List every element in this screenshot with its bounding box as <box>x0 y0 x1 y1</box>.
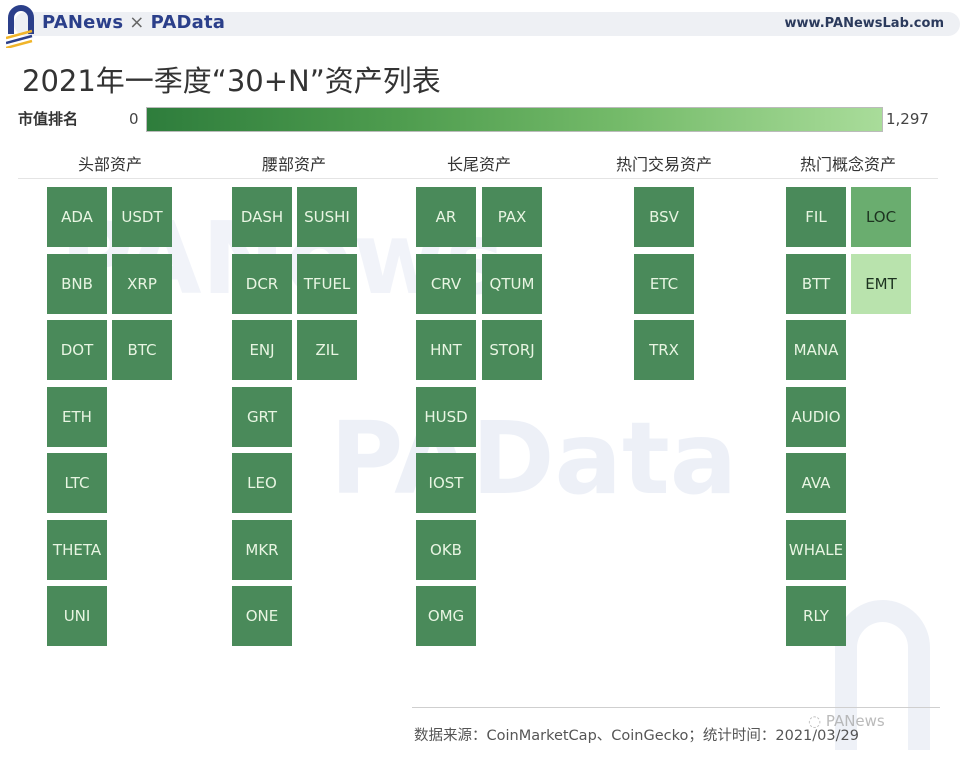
asset-tile-dot[interactable]: DOT <box>47 320 107 380</box>
asset-tile-grt[interactable]: GRT <box>232 387 292 447</box>
asset-tile-trx[interactable]: TRX <box>634 320 694 380</box>
asset-tile-ltc[interactable]: LTC <box>47 453 107 513</box>
wechat-tag-label: PANews <box>825 712 885 730</box>
asset-tile-okb[interactable]: OKB <box>416 520 476 580</box>
wechat-icon: ◌ <box>808 712 826 730</box>
asset-tile-iost[interactable]: IOST <box>416 453 476 513</box>
asset-tile-one[interactable]: ONE <box>232 586 292 646</box>
asset-tile-ava[interactable]: AVA <box>786 453 846 513</box>
asset-tile-hnt[interactable]: HNT <box>416 320 476 380</box>
asset-tile-bnb[interactable]: BNB <box>47 254 107 314</box>
asset-tile-enj[interactable]: ENJ <box>232 320 292 380</box>
asset-tile-audio[interactable]: AUDIO <box>786 387 846 447</box>
asset-tile-whale[interactable]: WHALE <box>786 520 846 580</box>
asset-tile-storj[interactable]: STORJ <box>482 320 542 380</box>
asset-tile-omg[interactable]: OMG <box>416 586 476 646</box>
asset-tile-theta[interactable]: THETA <box>47 520 107 580</box>
asset-tile-btt[interactable]: BTT <box>786 254 846 314</box>
brand-panews: PANews <box>42 12 124 33</box>
data-source: 数据来源：CoinMarketCap、CoinGecko；统计时间：2021/0… <box>414 728 859 744</box>
asset-tile-loc[interactable]: LOC <box>851 187 911 247</box>
asset-tile-fil[interactable]: FIL <box>786 187 846 247</box>
legend-gradient-bar <box>146 107 883 132</box>
brand-separator: × <box>129 12 145 33</box>
asset-tile-leo[interactable]: LEO <box>232 453 292 513</box>
asset-tile-bsv[interactable]: BSV <box>634 187 694 247</box>
category-longtail-assets: 长尾资产 <box>446 155 511 174</box>
asset-tile-crv[interactable]: CRV <box>416 254 476 314</box>
logo-icon <box>5 4 36 50</box>
asset-tile-mana[interactable]: MANA <box>786 320 846 380</box>
asset-tile-qtum[interactable]: QTUM <box>482 254 542 314</box>
brand-title: PANews × PAData <box>42 12 225 33</box>
category-hot-trading-assets: 热门交易资产 <box>615 155 712 174</box>
asset-tile-ar[interactable]: AR <box>416 187 476 247</box>
asset-tile-sushi[interactable]: SUSHI <box>297 187 357 247</box>
asset-tile-emt[interactable]: EMT <box>851 254 911 314</box>
header-bar <box>14 12 960 36</box>
footer-divider <box>412 707 940 708</box>
asset-tile-xrp[interactable]: XRP <box>112 254 172 314</box>
asset-tile-btc[interactable]: BTC <box>112 320 172 380</box>
asset-tile-pax[interactable]: PAX <box>482 187 542 247</box>
site-url[interactable]: www.PANewsLab.com <box>784 16 944 31</box>
asset-tile-eth[interactable]: ETH <box>47 387 107 447</box>
legend-max: 1,297 <box>886 110 929 128</box>
watermark-padata: PAData <box>330 400 738 517</box>
wechat-tag: ◌ PANews <box>808 712 885 730</box>
category-head-assets: 头部资产 <box>77 155 142 174</box>
asset-tile-zil[interactable]: ZIL <box>297 320 357 380</box>
watermark-logo-arch <box>835 600 930 750</box>
asset-tile-husd[interactable]: HUSD <box>416 387 476 447</box>
header-divider <box>18 178 938 179</box>
brand-padata: PAData <box>150 12 226 33</box>
category-hot-concept-assets: 热门概念资产 <box>799 155 896 174</box>
asset-tile-uni[interactable]: UNI <box>47 586 107 646</box>
asset-tile-tfuel[interactable]: TFUEL <box>297 254 357 314</box>
asset-tile-mkr[interactable]: MKR <box>232 520 292 580</box>
asset-tile-dash[interactable]: DASH <box>232 187 292 247</box>
asset-tile-usdt[interactable]: USDT <box>112 187 172 247</box>
asset-tile-dcr[interactable]: DCR <box>232 254 292 314</box>
asset-tile-rly[interactable]: RLY <box>786 586 846 646</box>
legend-label: 市值排名 <box>18 110 79 128</box>
asset-tile-etc[interactable]: ETC <box>634 254 694 314</box>
asset-tile-ada[interactable]: ADA <box>47 187 107 247</box>
page-title: 2021年一季度“30+N”资产列表 <box>22 64 441 98</box>
legend-min: 0 <box>129 110 139 128</box>
category-waist-assets: 腰部资产 <box>261 155 326 174</box>
